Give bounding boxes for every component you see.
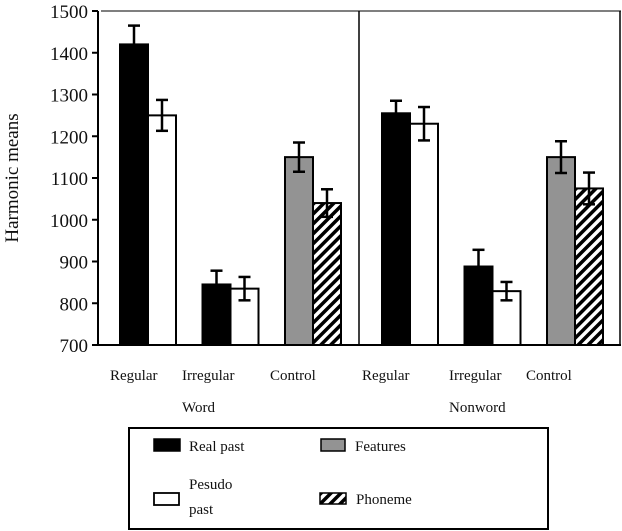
legend-label-features: Features	[355, 439, 406, 455]
legend-label-real-past: Real past	[189, 439, 245, 455]
x-panel-label-nonword: Nonword	[449, 400, 506, 416]
bar-nonword-regular-pesudo-past	[409, 122, 439, 346]
legend-label-pesudo-past-line2: past	[189, 502, 214, 518]
bars-layer	[119, 24, 604, 347]
bar-word-regular-pesudo-past	[147, 114, 177, 346]
x-category-label-nonword-regular: Regular	[362, 368, 409, 384]
y-tick-label: 1300	[50, 86, 88, 107]
legend: Real past Features Pesudo past Phoneme	[128, 427, 549, 530]
y-tick-label: 1000	[50, 211, 88, 232]
y-tick-label: 800	[60, 294, 89, 315]
y-tick-label: 700	[60, 336, 89, 357]
bar-nonword-regular-real-past	[381, 112, 411, 346]
x-category-label-nonword-irregular: Irregular	[449, 368, 501, 384]
legend-swatch-real-past	[153, 438, 181, 452]
y-tick-label: 1100	[51, 169, 88, 190]
x-category-label-word-control: Control	[270, 368, 316, 384]
legend-label-pesudo-past-line1: Pesudo	[189, 477, 232, 493]
bar-nonword-irregular-pesudo-past	[491, 290, 522, 346]
bar-word-control-phoneme	[312, 202, 342, 346]
plot-frame	[98, 10, 621, 346]
legend-swatch-phoneme	[319, 492, 347, 505]
x-axis-labels: Regular Irregular Control Word Regular Irregu…	[110, 368, 572, 416]
x-category-label-nonword-control: Control	[526, 368, 572, 384]
bar-word-control-features	[284, 156, 314, 346]
y-axis-label: Harmonic means	[2, 113, 23, 242]
x-category-label-word-irregular: Irregular	[182, 368, 234, 384]
y-tick-label: 900	[60, 253, 89, 274]
y-tick-label: 1400	[50, 44, 88, 65]
y-tick-label: 1200	[50, 127, 88, 148]
bar-word-regular-real-past	[119, 43, 149, 347]
y-tick-label: 1500	[50, 2, 88, 23]
x-category-label-word-regular: Regular	[110, 368, 157, 384]
y-axis: 700 800 900 1000 1100 1200 1300 1400 1500	[50, 2, 99, 357]
legend-swatch-pesudo-past	[153, 492, 180, 506]
legend-swatch-features	[320, 438, 346, 452]
legend-label-phoneme: Phoneme	[356, 492, 412, 508]
bar-nonword-control-features	[546, 156, 576, 346]
x-panel-label-word: Word	[182, 400, 215, 416]
bar-nonword-control-phoneme	[574, 187, 604, 346]
